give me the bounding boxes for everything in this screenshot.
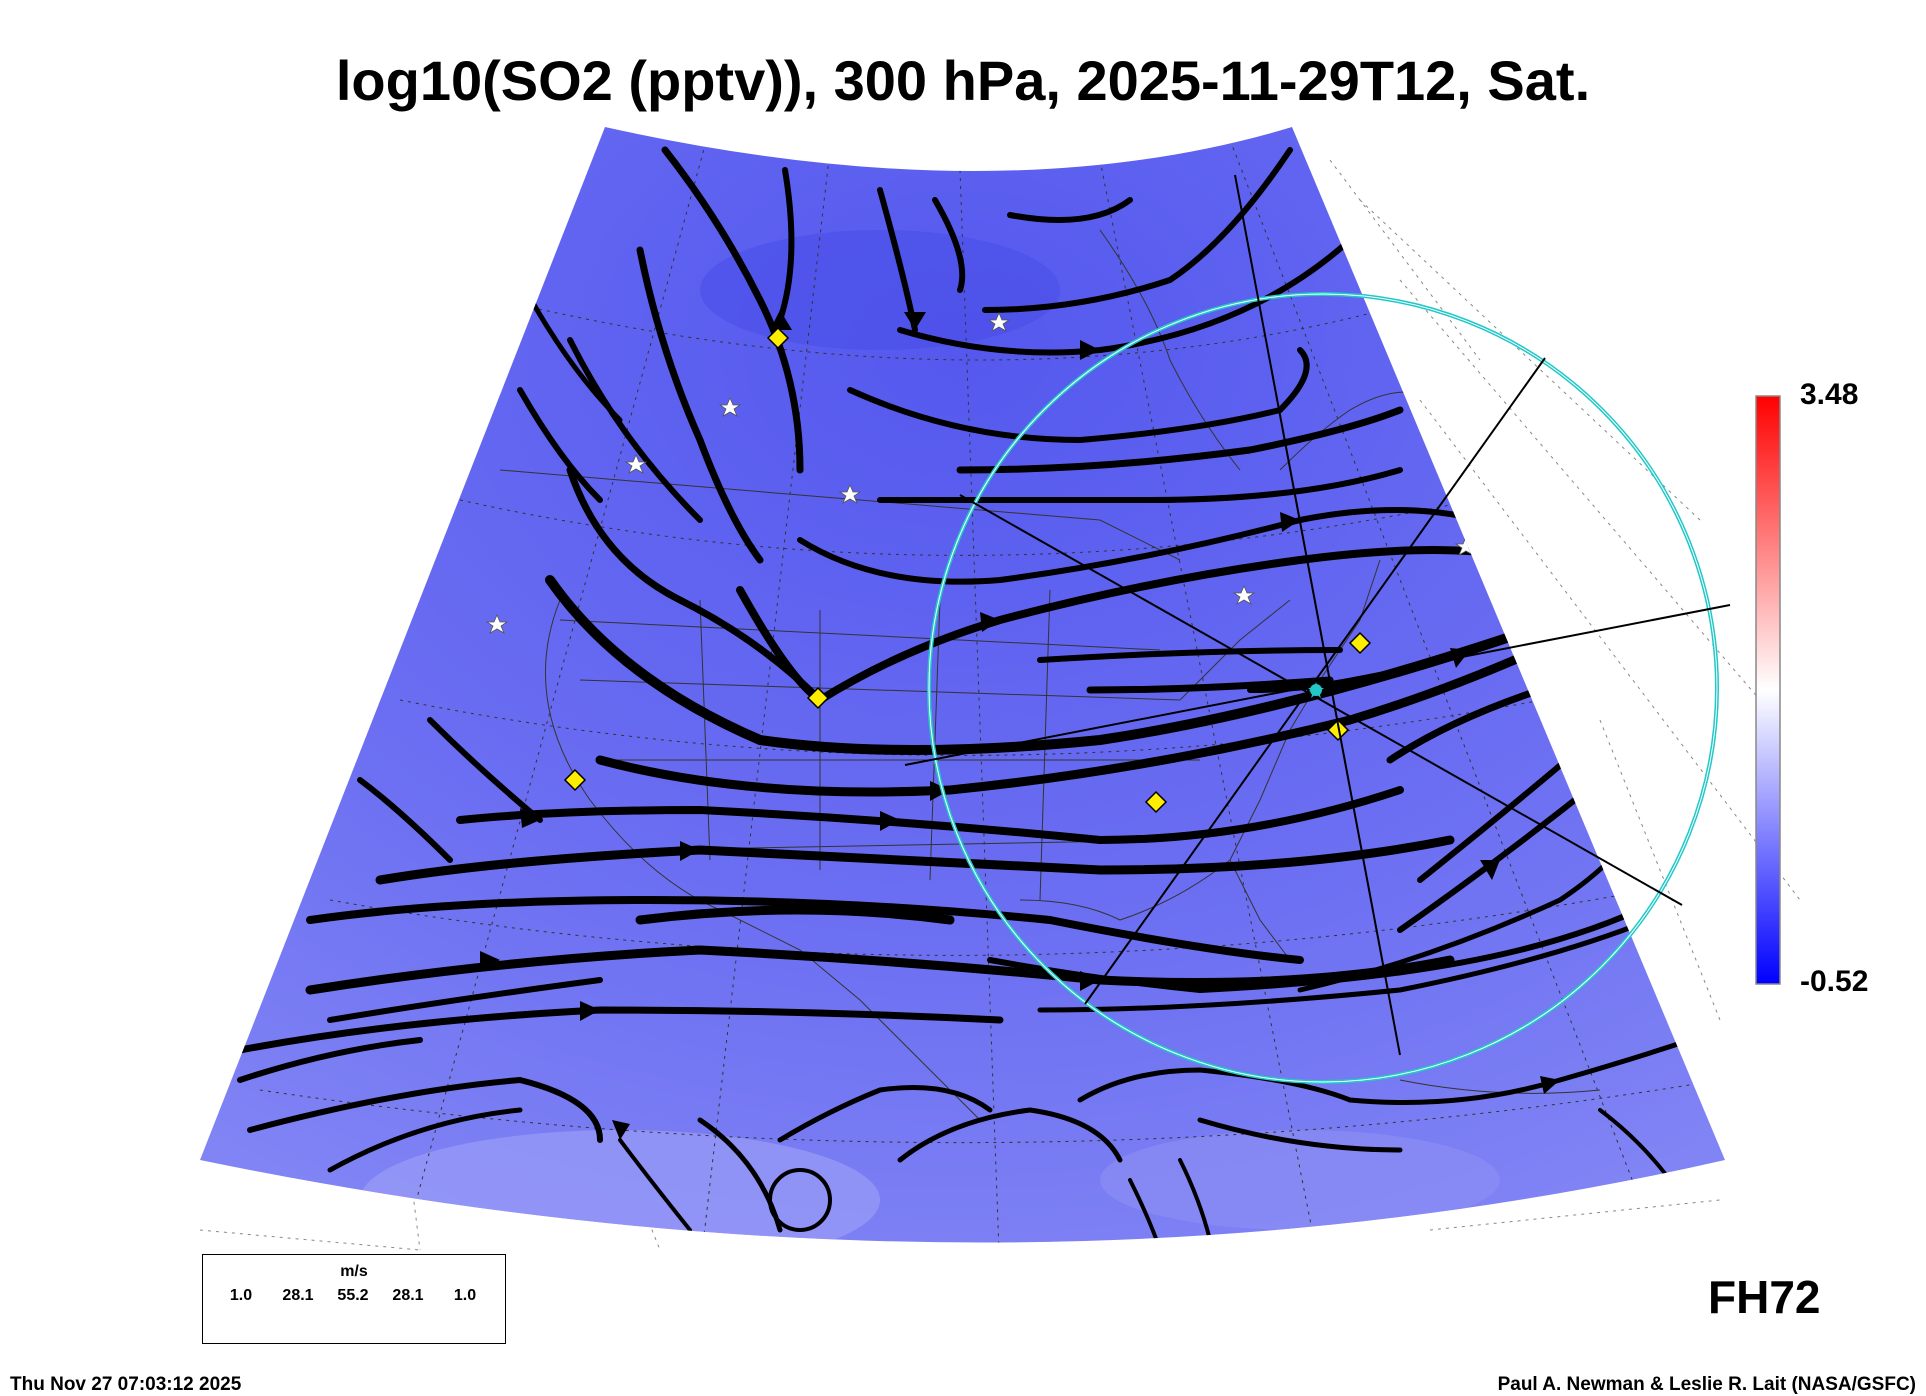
- wind-streamlines: [236, 146, 1693, 1243]
- map-title: log10(SO2 (pptv)), 300 hPa, 2025-11-29T1…: [335, 49, 1591, 112]
- diamond-marker: [806, 686, 830, 710]
- star-markers: [485, 311, 1478, 634]
- star-marker: [838, 483, 862, 504]
- wind-legend-label: 55.2: [337, 1287, 369, 1304]
- footer-timestamp: Thu Nov 27 07:03:12 2025: [10, 1374, 242, 1395]
- diamond-marker: [563, 768, 587, 792]
- star-marker: [624, 453, 648, 474]
- diamond-marker: [1348, 631, 1372, 655]
- graticule: [259, 127, 1721, 1243]
- diamond-markers: [563, 326, 1372, 814]
- wind-legend-label: 28.1: [282, 1287, 314, 1304]
- diamond-marker: [1144, 790, 1168, 814]
- wind-legend-unit: m/s: [340, 1263, 368, 1280]
- star-marker: [1232, 584, 1256, 605]
- star-marker: [485, 613, 509, 634]
- diamond-marker: [1326, 718, 1350, 742]
- wind-legend-label: 1.0: [229, 1287, 253, 1304]
- star-marker: [987, 311, 1011, 332]
- star-marker: [718, 396, 742, 417]
- outer-graticule: [199, 159, 1801, 1251]
- footer-credit: Paul A. Newman & Leslie R. Lait (NASA/GS…: [1497, 1374, 1916, 1395]
- colorbar-max-label: 3.48: [1800, 378, 1859, 411]
- wind-legend-label: 1.0: [453, 1287, 477, 1304]
- center-marker: [1308, 682, 1324, 698]
- wind-legend-label: 28.1: [392, 1287, 424, 1304]
- colorbar: [1755, 395, 1781, 985]
- forecast-hour-label: FH72: [1708, 1271, 1821, 1323]
- diamond-marker: [766, 326, 790, 350]
- colorbar-min-label: -0.52: [1800, 965, 1869, 998]
- so2-field: [200, 127, 1725, 1243]
- wind-speed-legend: m/s 1.0 28.1 55.2 28.1 1.0: [202, 1254, 506, 1344]
